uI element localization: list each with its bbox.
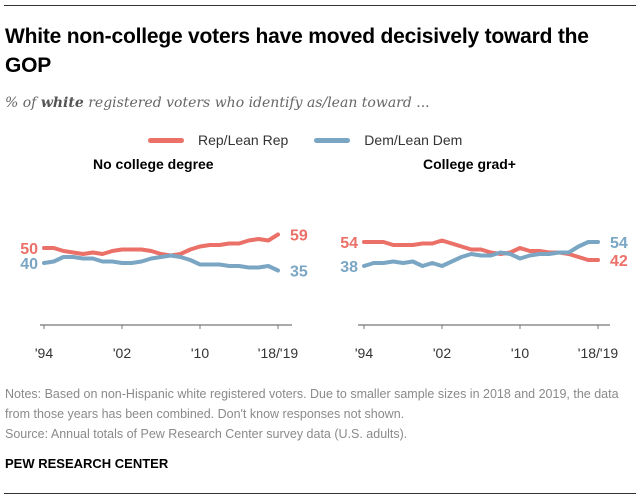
- end-label-dem-no-college: 35: [290, 264, 308, 281]
- start-label-rep-no-college: 50: [20, 241, 38, 258]
- end-label-rep-college: 42: [610, 253, 628, 270]
- notes-text: Notes: Based on non-Hispanic white regis…: [5, 387, 619, 421]
- bottom-rule: [4, 493, 636, 494]
- source-org: PEW RESEARCH CENTER: [5, 456, 169, 471]
- series-line-dem-no-college: [42, 253, 280, 273]
- x-tick-label-college: '94: [355, 345, 373, 361]
- start-label-rep-college: 54: [340, 235, 358, 252]
- legend-item-rep: Rep/Lean Rep: [148, 132, 288, 148]
- x-tick-label-no-college: '94: [35, 345, 53, 361]
- chart-subtitle: % of white registered voters who identif…: [5, 95, 430, 111]
- line-charts: '94 '02 '10 '18/'19 50 59 40 35 '94 '02 '10 '18/'19…: [20, 228, 628, 362]
- legend-item-dem: Dem/Lean Dem: [314, 132, 462, 148]
- legend: Rep/Lean Rep Dem/Lean Dem: [148, 132, 488, 148]
- subtitle-suffix: registered voters who identify as/lean t…: [83, 95, 430, 111]
- notes: Notes: Based on non-Hispanic white regis…: [5, 384, 635, 444]
- panel-title-no-college: No college degree: [93, 156, 214, 172]
- x-tick-label-college: '18/'19: [578, 345, 619, 361]
- source-text: Source: Annual totals of Pew Research Ce…: [5, 427, 408, 441]
- x-tick-label-no-college: '18/'19: [258, 345, 299, 361]
- x-tick-label-no-college: '10: [191, 345, 209, 361]
- start-label-dem-no-college: 40: [20, 256, 38, 273]
- x-tick-label-college: '02: [433, 345, 451, 361]
- end-label-dem-college: 54: [610, 235, 628, 252]
- legend-swatch-dem: [314, 137, 351, 143]
- x-tick-label-no-college: '02: [113, 345, 131, 361]
- subtitle-prefix: % of: [5, 95, 41, 111]
- legend-label-rep: Rep/Lean Rep: [198, 132, 289, 148]
- legend-label-dem: Dem/Lean Dem: [364, 132, 463, 148]
- x-tick-label-college: '10: [511, 345, 529, 361]
- top-rule: [4, 5, 636, 6]
- end-label-rep-no-college: 59: [290, 228, 308, 245]
- series-line-dem-college: [362, 240, 600, 268]
- start-label-dem-college: 38: [340, 259, 358, 276]
- panel-title-college: College grad+: [423, 156, 516, 172]
- subtitle-emphasis: white: [40, 95, 84, 111]
- series-line-rep-no-college: [42, 232, 280, 258]
- chart-title: White non-college voters have moved deci…: [5, 25, 589, 77]
- legend-swatch-rep: [148, 137, 184, 143]
